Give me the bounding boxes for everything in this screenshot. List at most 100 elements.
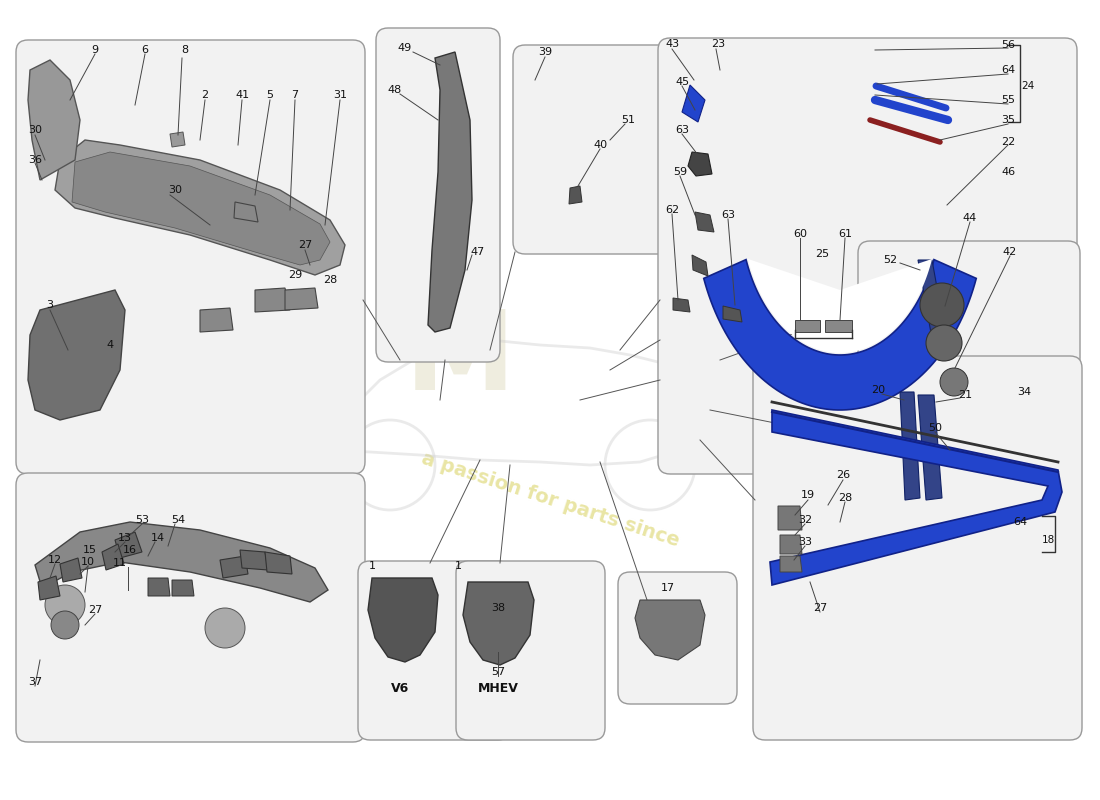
Polygon shape [240, 550, 268, 570]
Text: 63: 63 [720, 210, 735, 220]
Polygon shape [673, 298, 690, 312]
Polygon shape [255, 288, 290, 312]
Polygon shape [635, 600, 705, 660]
Polygon shape [780, 556, 802, 572]
Text: 64: 64 [1013, 517, 1027, 527]
Text: 23: 23 [711, 39, 725, 49]
Polygon shape [770, 410, 1062, 585]
Text: 37: 37 [28, 677, 42, 687]
Circle shape [926, 325, 962, 361]
Text: 13: 13 [118, 533, 132, 543]
Polygon shape [704, 259, 977, 410]
Text: 6: 6 [142, 45, 148, 55]
Text: 2: 2 [201, 90, 209, 100]
Text: 57: 57 [491, 667, 505, 677]
Polygon shape [39, 576, 60, 600]
Text: 15: 15 [82, 545, 97, 555]
Text: a passion for parts since: a passion for parts since [419, 450, 681, 550]
Text: 52: 52 [883, 255, 898, 265]
Text: 40: 40 [593, 140, 607, 150]
Text: 54: 54 [170, 515, 185, 525]
Text: 49: 49 [398, 43, 412, 53]
Polygon shape [569, 186, 582, 204]
Text: 50: 50 [928, 423, 942, 433]
Polygon shape [60, 558, 82, 582]
FancyBboxPatch shape [376, 28, 500, 362]
Polygon shape [172, 580, 194, 596]
FancyBboxPatch shape [618, 572, 737, 704]
Text: V6: V6 [390, 682, 409, 695]
Polygon shape [55, 140, 345, 275]
Text: 22: 22 [1001, 137, 1015, 147]
Text: 33: 33 [798, 537, 812, 547]
FancyBboxPatch shape [658, 38, 1077, 474]
Text: 60: 60 [793, 229, 807, 239]
Text: 41: 41 [235, 90, 249, 100]
Polygon shape [116, 532, 142, 558]
Circle shape [51, 611, 79, 639]
Polygon shape [234, 202, 258, 222]
Text: 7: 7 [292, 90, 298, 100]
Text: 64: 64 [1001, 65, 1015, 75]
Polygon shape [463, 582, 534, 665]
Text: 16: 16 [123, 545, 138, 555]
Text: 20: 20 [871, 385, 886, 395]
Text: 59: 59 [673, 167, 688, 177]
Polygon shape [688, 152, 712, 176]
Text: 42: 42 [1003, 247, 1018, 257]
Text: 30: 30 [28, 125, 42, 135]
Text: 35: 35 [1001, 115, 1015, 125]
Polygon shape [825, 320, 852, 332]
Text: 63: 63 [675, 125, 689, 135]
Text: 8: 8 [182, 45, 188, 55]
Text: 30: 30 [168, 185, 182, 195]
Text: 27: 27 [813, 603, 827, 613]
Text: 47: 47 [471, 247, 485, 257]
Text: 21: 21 [958, 390, 972, 400]
Text: 48: 48 [388, 85, 403, 95]
Polygon shape [900, 392, 920, 500]
Text: 5: 5 [266, 90, 274, 100]
Polygon shape [265, 552, 292, 574]
Text: 14: 14 [151, 533, 165, 543]
Text: 25: 25 [815, 249, 829, 259]
FancyBboxPatch shape [456, 561, 605, 740]
Text: 38: 38 [491, 603, 505, 613]
Text: 3: 3 [46, 300, 54, 310]
Polygon shape [428, 52, 472, 332]
Polygon shape [72, 152, 330, 265]
Circle shape [205, 608, 245, 648]
Text: 11: 11 [113, 558, 127, 568]
Polygon shape [220, 556, 248, 578]
Text: M: M [405, 306, 515, 414]
Text: 51: 51 [621, 115, 635, 125]
Text: 1: 1 [454, 561, 462, 571]
Polygon shape [748, 259, 932, 353]
Polygon shape [35, 522, 328, 602]
Circle shape [940, 368, 968, 396]
Text: 44: 44 [962, 213, 977, 223]
Polygon shape [28, 60, 80, 180]
Text: 39: 39 [538, 47, 552, 57]
Polygon shape [200, 308, 233, 332]
Polygon shape [368, 578, 438, 662]
FancyBboxPatch shape [858, 375, 1080, 517]
Text: 9: 9 [91, 45, 99, 55]
Text: 55: 55 [1001, 95, 1015, 105]
FancyBboxPatch shape [16, 473, 365, 742]
Polygon shape [102, 544, 124, 570]
Text: 62: 62 [664, 205, 679, 215]
Text: 28: 28 [323, 275, 337, 285]
FancyBboxPatch shape [358, 561, 510, 740]
Polygon shape [918, 395, 942, 500]
Text: 43: 43 [664, 39, 679, 49]
Polygon shape [918, 260, 948, 350]
Text: 1: 1 [368, 561, 375, 571]
FancyBboxPatch shape [513, 45, 676, 254]
FancyBboxPatch shape [16, 40, 365, 474]
Text: 12: 12 [48, 555, 62, 565]
Text: 26: 26 [836, 470, 850, 480]
Text: MHEV: MHEV [477, 682, 518, 695]
Polygon shape [148, 578, 170, 596]
Polygon shape [778, 506, 802, 530]
